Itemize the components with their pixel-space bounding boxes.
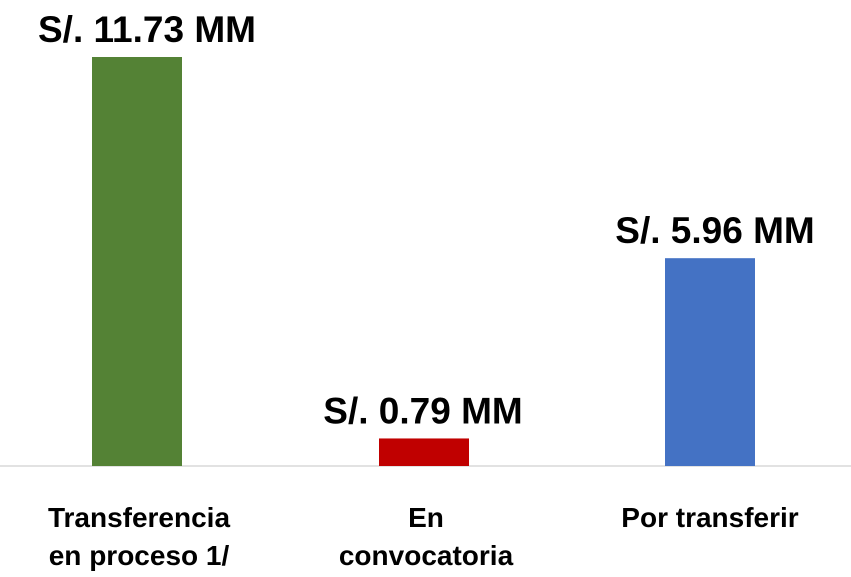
category-label: Por transferir [621,502,798,533]
value-label: S/. 11.73 MM [38,9,256,50]
category-label: Transferencia [48,502,231,533]
category-label: en proceso 1/ [49,540,230,571]
category-label: convocatoria [339,540,514,571]
value-label: S/. 0.79 MM [323,390,522,431]
bar [92,57,182,466]
bar [665,258,755,466]
value-label: S/. 5.96 MM [615,210,814,251]
category-label: En [408,502,444,533]
bar [379,438,469,466]
